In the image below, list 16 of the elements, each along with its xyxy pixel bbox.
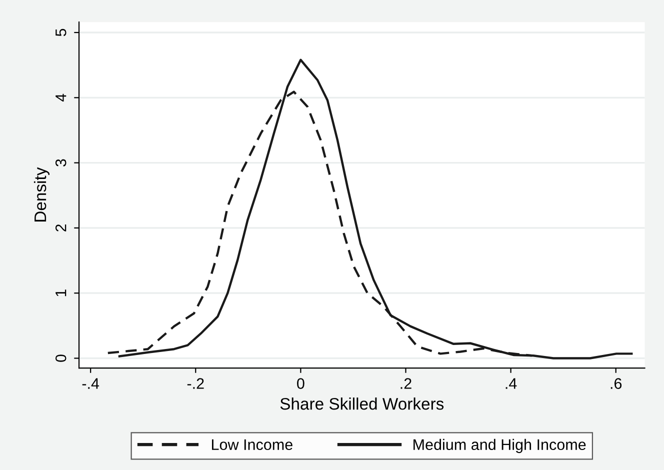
x-tick-label: -.2: [187, 378, 204, 389]
y-tick-label: 2: [55, 224, 66, 232]
x-tick-label: .4: [506, 378, 517, 389]
legend-label: Medium and High Income: [414, 438, 586, 454]
y-tick-label: 1: [56, 290, 66, 296]
x-axis-title: Share Skilled Workers: [280, 398, 444, 410]
legend-label: Low Income: [212, 439, 292, 450]
x-tick-label: .2: [400, 378, 412, 389]
y-tick-label: 3: [55, 159, 66, 166]
x-tick-label: 0: [297, 378, 304, 389]
y-tick-label: 0: [55, 354, 66, 362]
x-tick-label: .6: [610, 378, 622, 389]
y-axis-title: Density: [34, 167, 50, 222]
x-tick-label: -.4: [82, 378, 100, 389]
y-tick-label: 5: [56, 28, 66, 36]
y-tick-label: 4: [56, 94, 66, 102]
